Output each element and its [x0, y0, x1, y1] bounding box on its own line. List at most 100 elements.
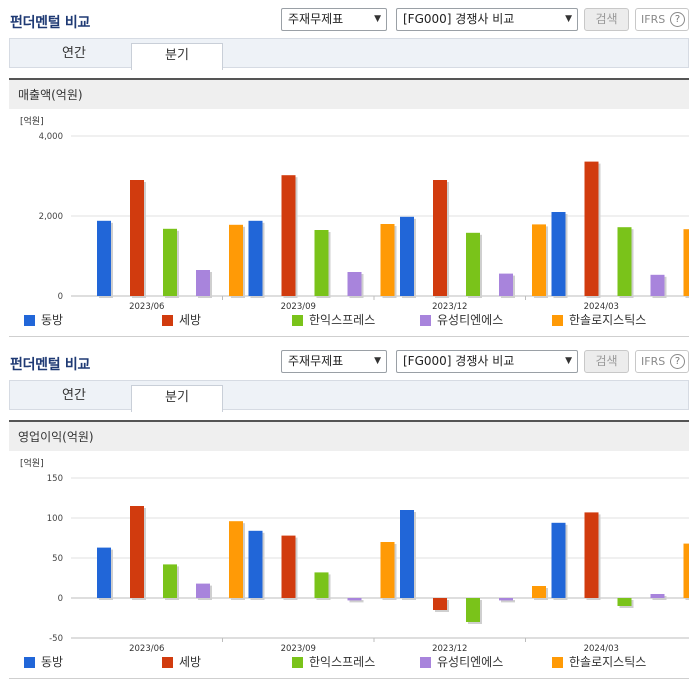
divider: [9, 336, 689, 337]
bar-hanik: [617, 227, 632, 296]
x-tick-label: 2023/06: [129, 302, 164, 312]
bar-hanik: [163, 564, 177, 598]
ifrs-button[interactable]: IFRS ?: [635, 350, 689, 373]
bar-hansol: [532, 586, 546, 598]
bar-sebang: [281, 535, 296, 598]
statement-type-select[interactable]: 주재무제표 ▼: [281, 8, 387, 31]
bar-sebang: [433, 598, 447, 610]
legend-label: 동방: [41, 655, 64, 669]
y-tick-label: 100: [47, 514, 63, 524]
chevron-down-icon: ▼: [374, 356, 381, 366]
y-tick-label: 0: [58, 594, 63, 604]
legend-item-sebang[interactable]: 세방: [162, 312, 201, 328]
operating-profit-bar-chart: [억원] 150 100 50 0 -50 2023/06 2023/09 2023/12 202…: [9, 452, 689, 682]
bar-hanik: [314, 572, 329, 598]
bar-hansol: [229, 224, 243, 296]
bar-dongbang: [551, 522, 566, 598]
ifrs-button[interactable]: IFRS ?: [635, 8, 689, 31]
bar-usung: [196, 583, 210, 598]
bar-usung: [196, 270, 210, 296]
legend-item-hanik[interactable]: 한익스프레스: [292, 654, 375, 670]
legend-label: 한익스프레스: [309, 655, 376, 669]
bar-sebang: [130, 506, 144, 598]
bar-hanik: [617, 598, 632, 606]
bar-hanik: [466, 598, 480, 622]
legend-item-dongbang[interactable]: 동방: [24, 312, 63, 328]
x-tick-label: 2023/06: [129, 644, 164, 654]
ifrs-label: IFRS: [641, 13, 666, 26]
bar-hansol: [532, 224, 546, 296]
tab-quarterly[interactable]: 분기: [131, 43, 223, 70]
fundamental-panel-revenue: 펀더멘털 비교 주재무제표 ▼ [FG000] 경쟁사 비교 ▼ 검색 IFRS…: [9, 8, 689, 340]
legend-item-hansol[interactable]: 한솔로지스틱스: [552, 312, 646, 328]
bar-dongbang: [400, 216, 414, 296]
bar-shadow: [501, 600, 515, 603]
chart-plot: [억원]150 100 50 0 -50 2023/06 2023/09 2023/12 202…: [20, 457, 689, 654]
chevron-down-icon: ▼: [374, 14, 381, 24]
bar-dongbang: [551, 212, 566, 296]
bar-hansol: [380, 224, 395, 296]
x-tick-label: 2024/03: [584, 644, 619, 654]
legend-swatch: [162, 315, 173, 326]
legend-swatch: [162, 657, 173, 668]
tab-annual[interactable]: 연간: [62, 388, 86, 403]
bar-hanik: [314, 230, 329, 296]
search-button[interactable]: 검색: [584, 8, 629, 31]
tab-annual[interactable]: 연간: [62, 46, 86, 61]
bar-hanik: [163, 228, 177, 296]
revenue-bar-chart: [억원] 4,000 2,000 0 2023/06 2023/09 2023/12 2024…: [9, 110, 689, 340]
chart-legend: 동방 세방 한익스프레스 유성티엔에스 한솔로지스틱스: [9, 312, 689, 330]
help-icon: ?: [670, 354, 685, 369]
bar-usung: [499, 273, 513, 296]
legend-item-sebang[interactable]: 세방: [162, 654, 201, 670]
bar-usung: [650, 274, 665, 296]
legend-item-hanik[interactable]: 한익스프레스: [292, 312, 375, 328]
y-tick-label: 2,000: [39, 212, 63, 222]
bar-hanik: [466, 232, 480, 296]
chart-legend: 동방 세방 한익스프레스 유성티엔에스 한솔로지스틱스: [9, 654, 689, 672]
legend-item-usung[interactable]: 유성티엔에스: [420, 654, 503, 670]
legend-swatch: [292, 315, 303, 326]
bar-usung: [347, 598, 362, 601]
y-tick-label: -50: [49, 634, 63, 644]
statement-type-select[interactable]: 주재무제표 ▼: [281, 350, 387, 373]
legend-item-dongbang[interactable]: 동방: [24, 654, 63, 670]
chevron-down-icon: ▼: [565, 356, 572, 366]
legend-label: 한익스프레스: [309, 313, 376, 327]
peer-group-select[interactable]: [FG000] 경쟁사 비교 ▼: [396, 8, 578, 31]
bar-dongbang: [97, 220, 111, 296]
peer-group-select[interactable]: [FG000] 경쟁사 비교 ▼: [396, 350, 578, 373]
y-unit-label: [억원]: [20, 115, 44, 127]
legend-item-hansol[interactable]: 한솔로지스틱스: [552, 654, 646, 670]
period-tabs: 연간 분기: [9, 38, 689, 70]
bar-hansol: [380, 542, 395, 598]
legend-label: 세방: [179, 313, 202, 327]
x-tick-label: 2023/12: [432, 302, 467, 312]
statement-type-value: 주재무제표: [288, 354, 344, 368]
peer-group-value: [FG000] 경쟁사 비교: [403, 12, 515, 26]
bar-usung: [499, 598, 513, 601]
legend-label: 동방: [41, 313, 64, 327]
bar-usung: [347, 272, 362, 296]
legend-swatch: [420, 657, 431, 668]
legend-item-usung[interactable]: 유성티엔에스: [420, 312, 503, 328]
tab-quarterly[interactable]: 분기: [131, 385, 223, 412]
y-tick-label: 50: [52, 554, 63, 564]
legend-label: 유성티엔에스: [437, 313, 504, 327]
y-tick-label: 4,000: [39, 132, 63, 142]
peer-group-value: [FG000] 경쟁사 비교: [403, 354, 515, 368]
bar-dongbang: [400, 510, 414, 598]
search-button[interactable]: 검색: [584, 350, 629, 373]
ifrs-label: IFRS: [641, 355, 666, 368]
y-tick-label: 0: [58, 292, 63, 302]
chevron-down-icon: ▼: [565, 14, 572, 24]
bar-sebang: [281, 175, 296, 296]
statement-type-value: 주재무제표: [288, 12, 344, 26]
bar-sebang: [433, 180, 447, 296]
bar-hansol: [683, 229, 689, 296]
bar-dongbang: [248, 530, 263, 598]
bar-sebang: [584, 161, 599, 296]
period-tabs: 연간 분기: [9, 380, 689, 412]
panel-title: 펀더멘털 비교: [10, 357, 91, 373]
bar-sebang: [584, 512, 599, 598]
